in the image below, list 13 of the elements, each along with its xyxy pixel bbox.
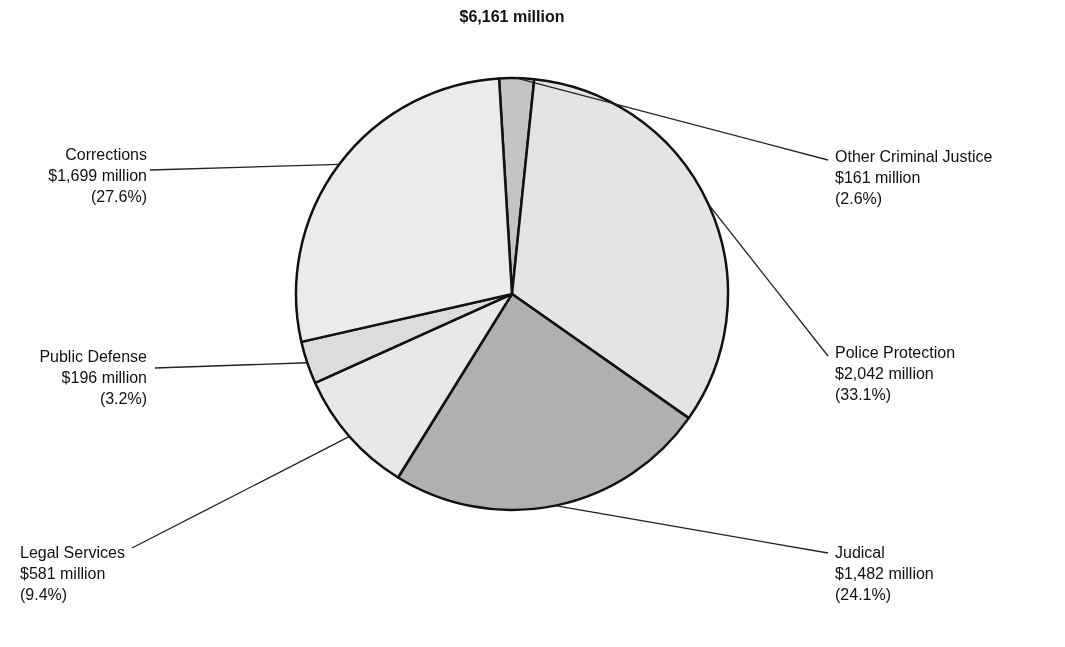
data-label: $581 million (9.4%) — [20, 565, 106, 603]
chart-title: $6,161 million — [459, 8, 565, 25]
slice-label: Public Defense — [39, 348, 148, 365]
data-label: $161 million (2.6%) — [835, 169, 921, 207]
slice-label: Corrections — [65, 146, 147, 163]
data-label: $1,482 million (24.1%) — [835, 565, 934, 603]
slice-label: Legal Services — [20, 544, 125, 561]
data-label: $2,042 million (33.1%) — [835, 365, 934, 403]
data-label: $1,699 million (27.6%) — [48, 167, 147, 205]
slice-label: Judical — [835, 544, 885, 561]
slice-label: Other Criminal Justice — [835, 148, 993, 165]
slice-label: Police Protection — [835, 344, 956, 361]
data-label: $196 million (3.2%) — [61, 369, 147, 407]
